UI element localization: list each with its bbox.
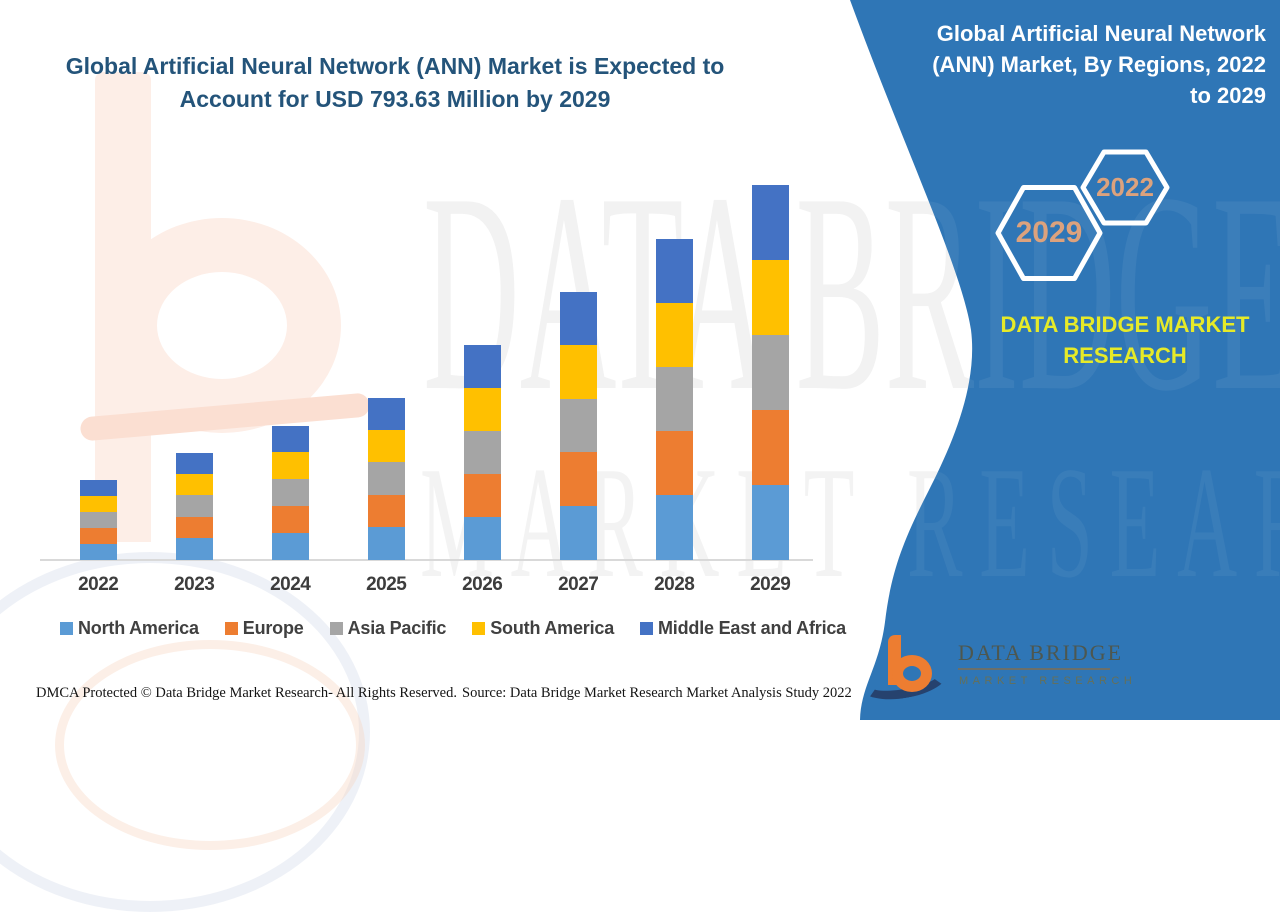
hexagon-2022-label: 2022 (1096, 172, 1154, 202)
brand-caption: DATA BRIDGE MARKET RESEARCH (1000, 312, 1250, 368)
hexagons-graphic (985, 140, 1185, 300)
hexagon-2022-outline (1083, 152, 1167, 223)
data-bridge-logo: DATA BRIDGE MARKET RESEARCH (862, 628, 1142, 713)
watermark-arc-peach (55, 640, 365, 850)
logo-b-bowl-icon (892, 655, 932, 692)
hexagon-2029-label: 2029 (1015, 216, 1083, 249)
logo-underline (958, 668, 1110, 670)
panel-heading: Global Artificial Neural Network (ANN) M… (932, 21, 1266, 109)
logo-name-text: DATA BRIDGE (958, 640, 1124, 665)
hexagon-2029-outline (998, 188, 1100, 279)
logo-subtitle-text: MARKET RESEARCH (959, 675, 1137, 687)
